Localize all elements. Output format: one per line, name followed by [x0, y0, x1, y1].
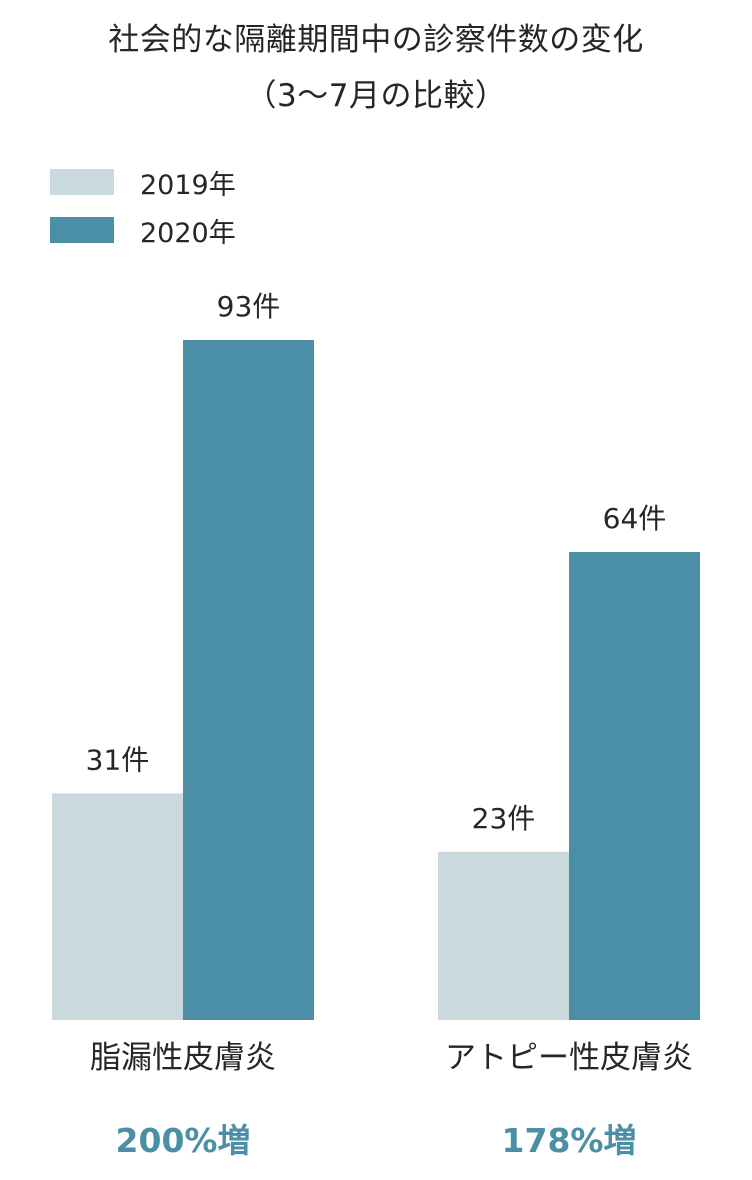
increase-label-1: 178%増: [502, 1121, 637, 1160]
legend-label-2019: 2019年: [140, 169, 236, 201]
legend-swatch-2020: [50, 217, 114, 243]
legend-item-2020: 2020年: [50, 210, 236, 250]
chart-subtitle: （3〜7月の比較）: [245, 78, 507, 114]
legend-swatch-2019: [50, 169, 114, 195]
bar-2019-cat0: [52, 793, 183, 1020]
bar-2019-cat1: [438, 851, 569, 1020]
category-label-0: 脂漏性皮膚炎: [90, 1040, 276, 1076]
value-label-2020-cat1: 64件: [603, 502, 667, 535]
bar-2020-cat0: [183, 340, 314, 1020]
bar-2020-cat1: [569, 552, 700, 1020]
legend-item-2019: 2019年: [50, 162, 236, 202]
legend-label-2020: 2020年: [140, 217, 236, 249]
chart-title: 社会的な隔離期間中の診察件数の変化: [108, 22, 644, 58]
value-label-2019-cat1: 23件: [472, 802, 536, 835]
value-label-2020-cat0: 93件: [217, 290, 281, 323]
category-label-1: アトピー性皮膚炎: [445, 1040, 693, 1076]
increase-label-0: 200%増: [116, 1121, 251, 1160]
value-label-2019-cat0: 31件: [86, 743, 150, 776]
